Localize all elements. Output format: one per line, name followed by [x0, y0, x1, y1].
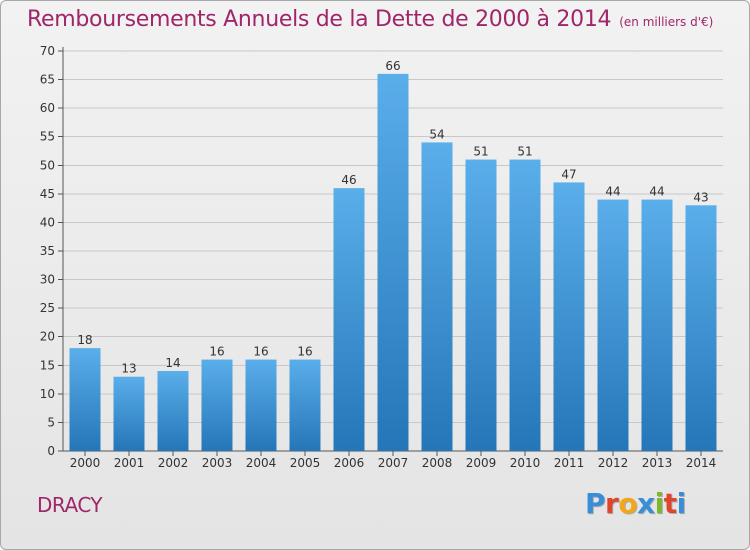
y-tick-label: 20 [40, 330, 55, 344]
logo-letter: i [676, 487, 687, 520]
y-tick-label: 70 [40, 44, 55, 58]
chart-subtitle: (en milliers d'€) [619, 15, 714, 29]
x-tick-label: 2006 [334, 456, 365, 470]
bar-value-label: 51 [473, 145, 488, 159]
bar [685, 205, 717, 451]
bar-value-label: 54 [429, 127, 444, 141]
x-tick-label: 2014 [686, 456, 717, 470]
x-tick-label: 2011 [554, 456, 585, 470]
bar [641, 199, 673, 451]
bar-value-label: 51 [517, 145, 532, 159]
bar [509, 159, 541, 452]
bar-value-label: 18 [77, 333, 92, 347]
x-tick-label: 2009 [466, 456, 497, 470]
bar [421, 142, 453, 451]
bar [157, 371, 189, 451]
bar [289, 359, 321, 451]
bar [245, 359, 277, 451]
x-tick-label: 2010 [510, 456, 541, 470]
proxiti-logo[interactable]: Proxiti [585, 487, 686, 520]
bar [69, 348, 101, 451]
bar [553, 182, 585, 451]
x-tick-label: 2000 [70, 456, 101, 470]
bar-value-label: 16 [253, 345, 268, 359]
bar-value-label: 14 [165, 356, 180, 370]
y-tick-label: 45 [40, 187, 55, 201]
city-name: DRACY [37, 493, 103, 517]
logo-letter: P [585, 487, 606, 520]
y-tick-label: 60 [40, 101, 55, 115]
logo-letter: x [637, 487, 655, 520]
x-tick-label: 2001 [114, 456, 145, 470]
bar-value-label: 66 [385, 59, 400, 73]
bar-value-label: 44 [649, 185, 664, 199]
bar-value-label: 13 [121, 362, 136, 376]
y-tick-label: 5 [47, 415, 55, 429]
x-tick-label: 2013 [642, 456, 673, 470]
y-tick-label: 30 [40, 273, 55, 287]
bar [113, 376, 145, 451]
logo-letter: t [663, 487, 677, 520]
bar-value-label: 16 [297, 345, 312, 359]
bars [69, 73, 717, 452]
y-tick-label: 65 [40, 73, 55, 87]
x-tick-label: 2003 [202, 456, 233, 470]
logo-letter: i [654, 487, 665, 520]
logo-letter: o [618, 487, 638, 520]
bar-value-label: 47 [561, 167, 576, 181]
labels: 0 5 10 15 20 25 30 35 40 45 50 55 60 65 70 18 2000 13 2001… [40, 44, 717, 470]
x-tick-label: 2007 [378, 456, 409, 470]
x-tick-label: 2002 [158, 456, 189, 470]
bar-value-label: 16 [209, 345, 224, 359]
bar [465, 159, 497, 452]
bar [333, 188, 365, 451]
logo-letter: r [605, 487, 619, 520]
x-tick-label: 2005 [290, 456, 321, 470]
x-tick-label: 2004 [246, 456, 277, 470]
y-tick-label: 0 [47, 444, 55, 458]
y-tick-label: 40 [40, 215, 55, 229]
bar-value-label: 43 [693, 190, 708, 204]
chart-title: Remboursements Annuels de la Dette de 20… [27, 7, 713, 32]
bar [377, 73, 409, 451]
y-tick-label: 50 [40, 158, 55, 172]
bar [201, 359, 233, 451]
y-tick-label: 10 [40, 387, 55, 401]
y-tick-label: 15 [40, 358, 55, 372]
bar-value-label: 44 [605, 185, 620, 199]
y-tick-label: 55 [40, 130, 55, 144]
x-tick-label: 2012 [598, 456, 629, 470]
y-tick-label: 25 [40, 301, 55, 315]
chart-title-text: Remboursements Annuels de la Dette de 20… [27, 7, 612, 32]
x-tick-label: 2008 [422, 456, 453, 470]
bar [597, 199, 629, 451]
bar-value-label: 46 [341, 173, 356, 187]
y-tick-label: 35 [40, 244, 55, 258]
